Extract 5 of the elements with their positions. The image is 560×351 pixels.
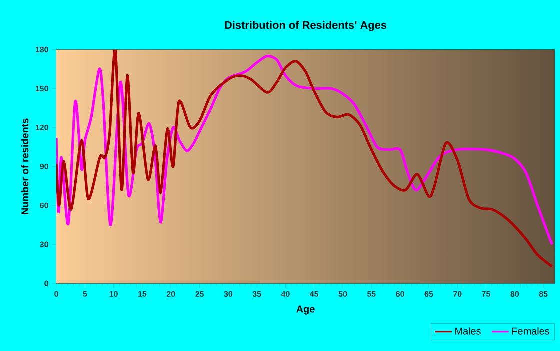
y-axis-title: Number of residents: [21, 118, 29, 214]
legend-label: Males: [456, 327, 481, 335]
chart-title: Distribution of Residents' Ages: [225, 20, 387, 32]
legend-label: Females: [512, 327, 550, 335]
x-axis-title: Age: [296, 306, 315, 315]
